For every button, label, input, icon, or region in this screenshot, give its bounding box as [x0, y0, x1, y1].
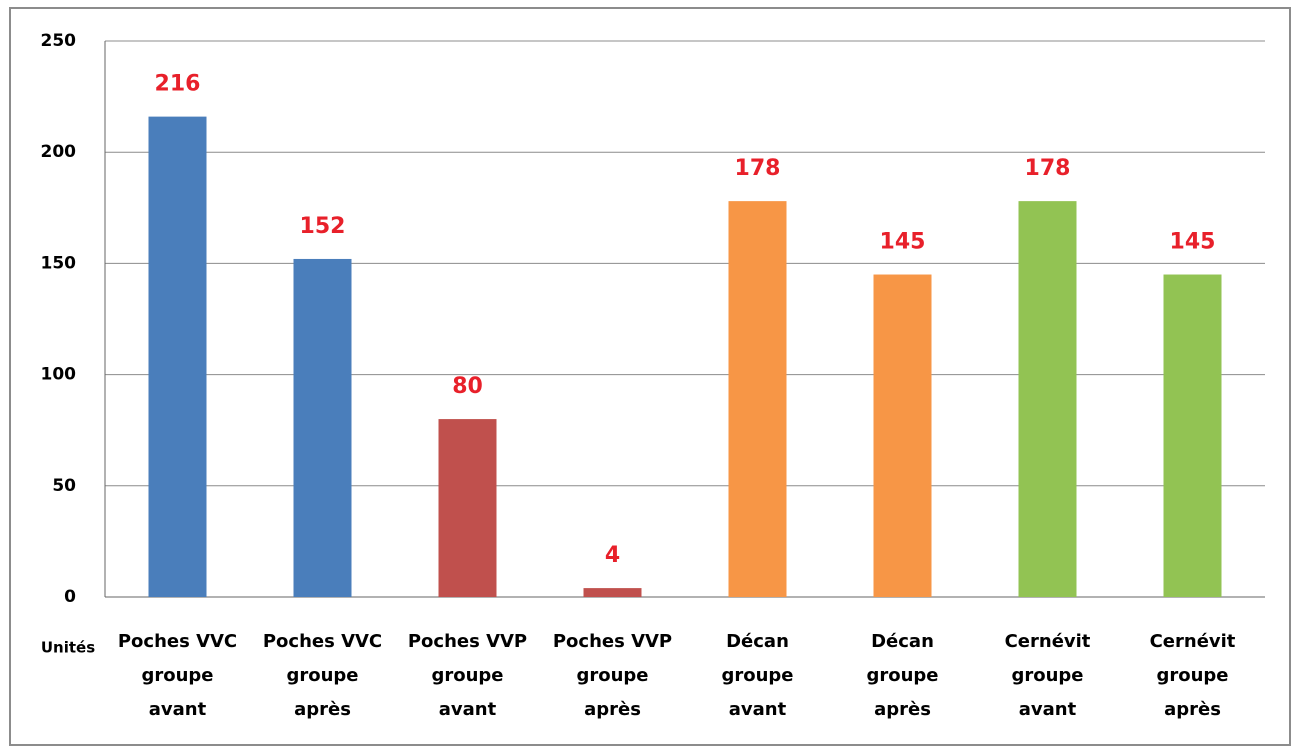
x-tick-label: Cernévit — [1150, 631, 1236, 652]
value-label: 145 — [1170, 230, 1216, 255]
x-tick-label: groupe — [1011, 665, 1083, 686]
bar — [1163, 274, 1222, 597]
x-tick-label: Poches VVC — [118, 631, 237, 652]
x-tick-label: après — [584, 699, 641, 720]
value-label: 145 — [880, 230, 926, 255]
y-tick-label: 200 — [41, 142, 77, 162]
x-tick-label: Poches VVP — [408, 631, 527, 652]
value-label: 152 — [300, 214, 346, 239]
x-tick-label: avant — [729, 699, 787, 720]
chart-frame — [9, 7, 1291, 746]
bar — [438, 419, 497, 597]
x-tick-label: groupe — [866, 665, 938, 686]
x-tick-label: Décan — [871, 631, 934, 652]
x-tick-label: avant — [1019, 699, 1077, 720]
bar — [293, 258, 352, 597]
bar — [583, 588, 642, 597]
y-axis-label: Unités — [41, 639, 95, 657]
y-tick-label: 50 — [52, 476, 76, 496]
y-tick-label: 250 — [41, 31, 77, 51]
x-tick-label: groupe — [141, 665, 213, 686]
x-tick-label: Poches VVC — [263, 631, 382, 652]
x-tick-label: après — [294, 699, 351, 720]
x-tick-label: Poches VVP — [553, 631, 672, 652]
bar — [728, 201, 787, 598]
x-tick-label: groupe — [1156, 665, 1228, 686]
y-tick-label: 100 — [41, 365, 77, 385]
bar — [148, 116, 207, 597]
value-label: 80 — [452, 374, 483, 399]
x-tick-label: après — [1164, 699, 1221, 720]
x-tick-label: groupe — [576, 665, 648, 686]
x-tick-label: avant — [149, 699, 207, 720]
value-label: 178 — [735, 156, 781, 181]
x-tick-label: groupe — [721, 665, 793, 686]
value-label: 178 — [1025, 156, 1071, 181]
y-tick-label: 0 — [64, 587, 76, 607]
value-label: 216 — [155, 72, 201, 97]
y-tick-label: 150 — [41, 253, 77, 273]
x-tick-label: avant — [439, 699, 497, 720]
x-tick-label: groupe — [286, 665, 358, 686]
value-label: 4 — [605, 543, 620, 568]
x-tick-label: groupe — [431, 665, 503, 686]
x-tick-label: après — [874, 699, 931, 720]
bar — [873, 274, 932, 597]
x-tick-label: Cernévit — [1005, 631, 1091, 652]
bar — [1018, 201, 1077, 598]
x-tick-label: Décan — [726, 631, 789, 652]
